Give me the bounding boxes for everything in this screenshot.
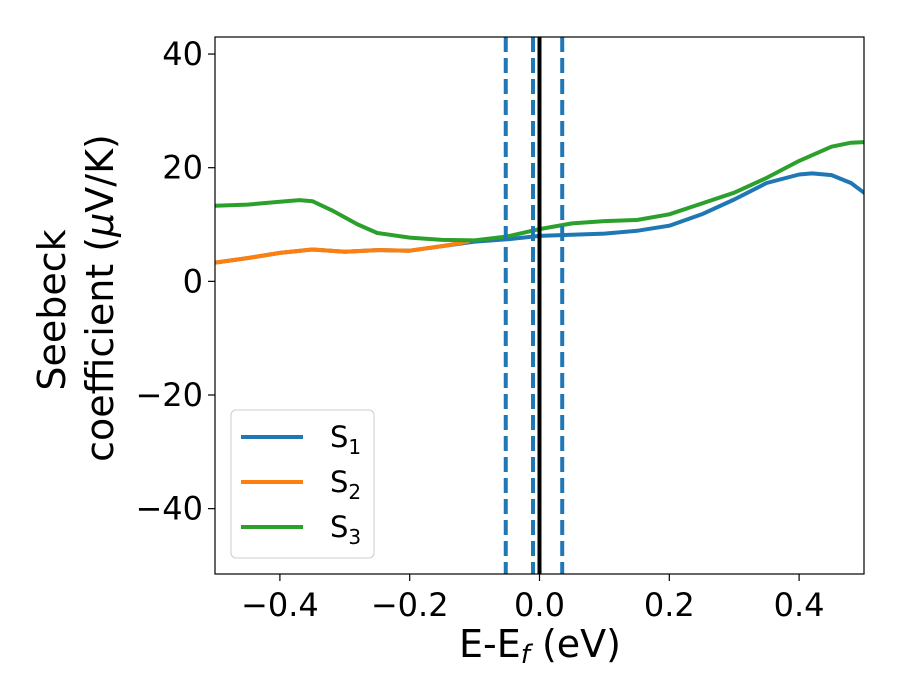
x-tick-label: −0.2	[371, 586, 449, 624]
legend-label-s2: S2	[330, 465, 361, 504]
x-tick-label: −0.4	[241, 586, 319, 624]
x-tick-label: 0.4	[774, 586, 825, 624]
legend: S1 S2 S3	[230, 409, 375, 559]
y-tick-label: 40	[162, 35, 203, 73]
y-tick-label: −40	[135, 490, 203, 528]
y-axis-label-line2: coefficient (μV/K)	[78, 134, 122, 462]
y-tick-label: 0	[183, 262, 203, 300]
y-tick-label: 20	[162, 149, 203, 187]
plot-content	[215, 37, 864, 574]
legend-label-s3: S3	[330, 510, 361, 549]
x-axis-label: E-Ef (eV)	[459, 622, 621, 670]
series-line-s3	[215, 140, 864, 243]
y-axis-label-line1: Seebeck	[30, 229, 74, 390]
y-tick-label: −20	[135, 376, 203, 414]
x-tick-label: 0.2	[644, 586, 695, 624]
legend-label-s1: S1	[330, 420, 361, 459]
y-axis-ticks: 40 20 0 −20 −40	[135, 35, 215, 528]
series-line-s2	[215, 239, 471, 265]
x-tick-label: 0.0	[514, 586, 565, 624]
x-axis-ticks: −0.4 −0.2 0.0 0.2 0.4	[241, 574, 825, 624]
